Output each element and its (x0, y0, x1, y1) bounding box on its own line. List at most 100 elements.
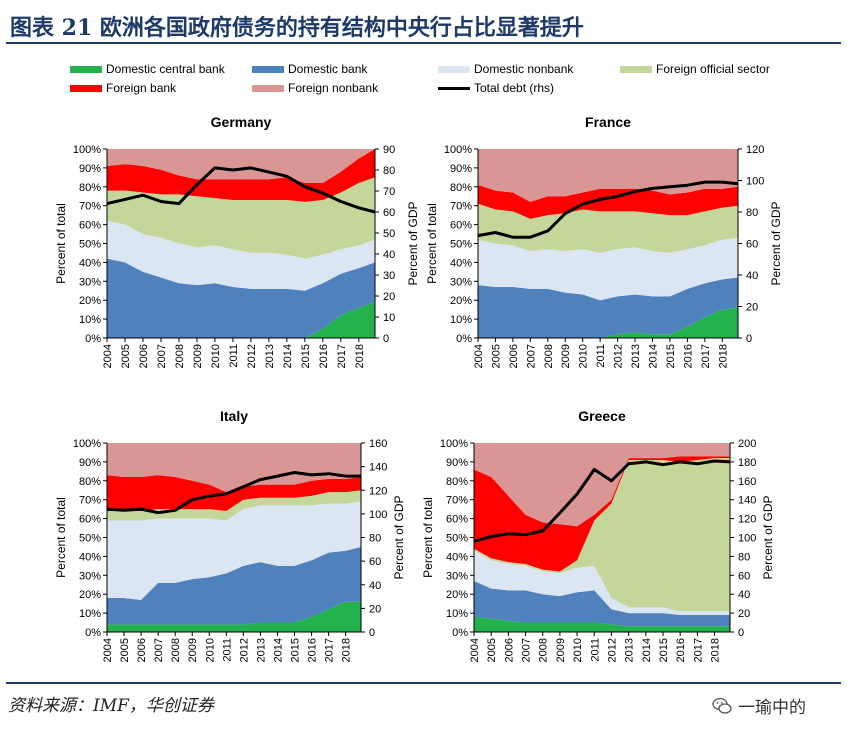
y2-tick-label: 100 (738, 533, 756, 545)
chart-title: Germany (211, 114, 272, 130)
y2-axis-title: Percent of GDP (761, 495, 775, 579)
area-foreign-nonbank (474, 443, 730, 527)
legend-swatch (70, 84, 102, 92)
y-axis-title: Percent of total (54, 203, 68, 284)
x-tick-label: 2007 (156, 344, 168, 368)
y-tick-label: 40% (79, 551, 101, 563)
chart-title: France (585, 114, 631, 130)
x-tick-label: 2018 (354, 344, 366, 368)
y2-tick-label: 60 (746, 239, 758, 251)
x-tick-label: 2018 (717, 344, 729, 368)
legend-item-domestic-bank: Domestic bank (252, 62, 367, 76)
x-tick-label: 2017 (324, 638, 336, 662)
y-tick-label: 60% (450, 220, 472, 232)
line-total-debt (477, 180, 739, 239)
y2-tick-label: 90 (383, 144, 395, 156)
y-tick-label: 80% (450, 182, 472, 194)
area-domestic-bank (478, 277, 738, 338)
x-tick-label: 2010 (572, 638, 584, 662)
x-tick-label: 2007 (521, 638, 533, 662)
chart-italy: Italy 0% 10% 20% 30% 40% 50% 60% 70% 80% 90% 100% 0 2… (54, 408, 406, 662)
x-tick-label: 2017 (692, 638, 704, 662)
x-tick-label: 2010 (210, 344, 222, 368)
x-tick-label: 2012 (606, 638, 618, 662)
x-tick-label: 2016 (675, 638, 687, 662)
footer-rule (6, 682, 841, 684)
x-tick-label: 2014 (641, 638, 653, 662)
x-tick-label: 2016 (318, 344, 330, 368)
legend-label: Foreign bank (106, 81, 177, 95)
y-axis-title: Percent of total (421, 497, 435, 578)
y-tick-label: 0% (85, 333, 101, 345)
y2-tick-label: 20 (746, 302, 758, 314)
chart-france: France 0% 10% 20% 30% 40% 50% 60% 70% 80% 90% 100% 0… (425, 114, 783, 368)
y2-tick-label: 80 (738, 551, 750, 563)
y-tick-label: 90% (450, 163, 472, 175)
x-tick-label: 2018 (710, 638, 722, 662)
y2-tick-label: 60 (369, 556, 381, 568)
y2-tick-label: 140 (369, 462, 387, 474)
legend-item-foreign-nonbank: Foreign nonbank (252, 81, 378, 95)
y2-tick-label: 20 (383, 291, 395, 303)
y-tick-label: 70% (450, 201, 472, 213)
y-tick-label: 40% (446, 551, 468, 563)
y2-tick-label: 140 (738, 495, 756, 507)
area-foreign-bank (107, 475, 361, 511)
area-foreign-bank (478, 184, 738, 219)
y2-tick-label: 100 (369, 509, 387, 521)
y-tick-label: 0% (85, 627, 101, 639)
x-tick-label: 2005 (120, 344, 132, 368)
y-tick-label: 80% (79, 476, 101, 488)
watermark: 一瑜中的 (712, 693, 806, 718)
line-total-debt (473, 459, 731, 543)
x-tick-label: 2011 (595, 344, 607, 368)
y2-tick-label: 60 (738, 570, 750, 582)
line-total-debt (106, 166, 376, 214)
y2-tick-label: 120 (746, 144, 764, 156)
y2-axis-title: Percent of GDP (406, 201, 420, 285)
y2-tick-label: 160 (369, 438, 387, 450)
y-tick-label: 40% (79, 257, 101, 269)
x-tick-label: 2005 (119, 638, 131, 662)
area-domestic-central-bank (107, 601, 361, 632)
y-tick-label: 90% (79, 457, 101, 469)
x-tick-label: 2008 (174, 344, 186, 368)
line-total-debt (106, 471, 361, 515)
x-tick-label: 2016 (682, 344, 694, 368)
x-tick-label: 2013 (630, 344, 642, 368)
legend-item-total-debt: Total debt (rhs) (438, 81, 554, 95)
x-tick-label: 2015 (665, 344, 677, 368)
y2-tick-label: 60 (383, 207, 395, 219)
y-tick-label: 50% (450, 239, 472, 251)
y-tick-label: 20% (79, 589, 101, 601)
area-foreign-nonbank (107, 443, 361, 493)
legend-label: Total debt (rhs) (474, 81, 555, 95)
area-domestic-bank (107, 258, 375, 338)
x-tick-label: 2014 (272, 638, 284, 662)
area-domestic-nonbank (478, 237, 738, 301)
y-axis-title: Percent of total (54, 497, 68, 578)
x-tick-label: 2006 (508, 344, 520, 368)
y-tick-label: 20% (450, 295, 472, 307)
y-tick-label: 80% (79, 182, 101, 194)
x-tick-label: 2009 (192, 344, 204, 368)
area-foreign-official-sector (474, 458, 730, 612)
x-tick-label: 2017 (700, 344, 712, 368)
y-tick-label: 30% (79, 570, 101, 582)
legend-item-domestic-central-bank: Domestic central bank (70, 62, 225, 76)
x-tick-label: 2008 (170, 638, 182, 662)
y2-tick-label: 0 (383, 333, 389, 345)
x-tick-label: 2005 (486, 638, 498, 662)
y2-tick-label: 20 (369, 603, 381, 615)
x-tick-label: 2010 (578, 344, 590, 368)
y-tick-label: 50% (79, 533, 101, 545)
legend-swatch (70, 65, 102, 73)
y-tick-label: 100% (444, 144, 472, 156)
legend: Domestic central bank Domestic bank Dome… (0, 0, 847, 110)
x-tick-label: 2007 (153, 638, 165, 662)
area-domestic-nonbank (474, 550, 730, 615)
y2-tick-label: 100 (746, 176, 764, 188)
legend-label: Foreign nonbank (288, 81, 379, 95)
legend-item-domestic-nonbank: Domestic nonbank (438, 62, 573, 76)
